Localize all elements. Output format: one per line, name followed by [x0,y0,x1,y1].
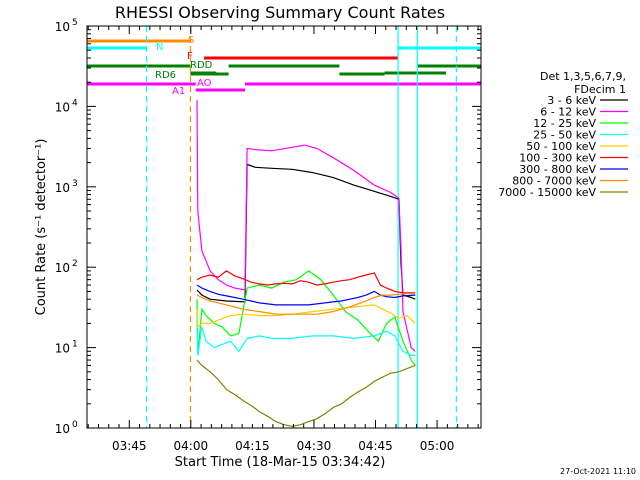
legend-header: Det 1,3,5,6,7,9, [540,70,626,83]
legend-entry-label: 300 - 800 keV [519,163,596,176]
legend-entry-label: 3 - 6 keV [547,94,596,107]
legend-entry-label: 800 - 7000 keV [512,175,596,188]
series-line-6 [196,284,416,306]
legend-entry-label: 100 - 300 keV [519,152,596,165]
x-tick-label: 04:00 [174,439,209,453]
x-axis: 03:45 04:00 04:15 04:30 04:45 05:00 [87,26,479,453]
data-series [196,99,416,427]
y-tick-base: 10 [55,261,70,275]
y-tick-base: 10 [55,342,70,356]
flag-label-rd6: RD6 [155,70,176,81]
legend-entry-label: 7000 - 15000 keV [498,186,596,199]
flag-label-n: N [156,42,163,53]
flag-label-a1: A1 [172,86,185,97]
y-tick-exponent: 4 [72,98,78,108]
series-line-7 [196,293,416,315]
y-tick-exponent: 5 [72,18,78,28]
reference-lines [145,26,457,428]
x-axis-label: Start Time (18-Mar-15 03:34:42) [175,455,386,470]
legend-entry-label: 12 - 25 keV [533,117,596,130]
chart-title: RHESSI Observing Summary Count Rates [115,3,445,22]
legend-entry-label: 25 - 50 keV [533,129,596,142]
x-tick-label: 03:45 [112,439,147,453]
y-tick-exponent: 1 [72,340,78,350]
flag-label-ao: AO [197,78,212,89]
flag-label-s: S [188,35,194,46]
y-tick-exponent: 0 [72,420,78,430]
series-line-4 [196,304,416,329]
series-line-8 [196,359,416,427]
x-tick-label: 04:15 [235,439,270,453]
legend-entry-label: 6 - 12 keV [540,106,596,119]
x-tick-label: 05:00 [420,439,455,453]
legend-entry-label: 50 - 100 keV [526,140,596,153]
series-line-1 [196,99,416,352]
observing-flags: SNFRDDRD6A1AO [87,35,481,97]
y-tick-base: 10 [55,181,70,195]
plot-frame [86,25,482,429]
legend-subheader: FDecim 1 [574,83,626,96]
timestamp: 27-Oct-2021 11:10 [560,467,636,476]
series-line-3 [196,315,416,356]
flag-label-rdd: RDD [190,60,213,71]
y-tick-base: 10 [55,20,70,34]
x-tick-label: 04:45 [358,439,393,453]
y-tick-exponent: 2 [72,259,78,269]
series-line-2 [196,270,416,366]
series-line-5 [196,270,416,294]
y-tick-exponent: 3 [72,179,78,189]
x-tick-label: 04:30 [297,439,332,453]
y-tick-base: 10 [55,100,70,114]
y-axis-label: Count Rate (s⁻¹ detector⁻¹) [34,139,49,316]
y-tick-base: 10 [55,422,70,436]
